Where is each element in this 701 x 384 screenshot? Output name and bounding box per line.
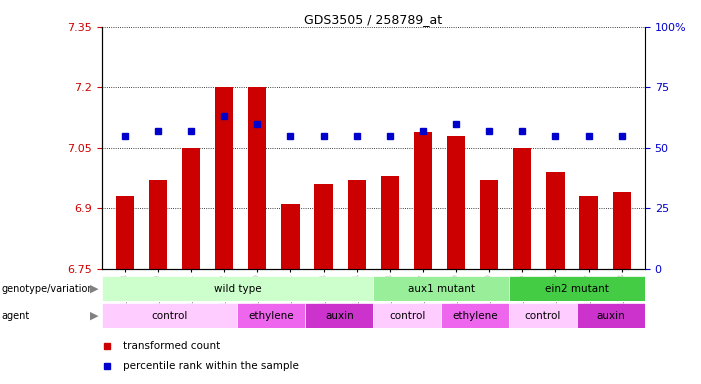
Bar: [102, 276, 374, 301]
Text: ethylene: ethylene: [452, 311, 498, 321]
Bar: [306, 303, 374, 328]
Bar: [374, 276, 509, 301]
Text: control: control: [525, 311, 562, 321]
Text: percentile rank within the sample: percentile rank within the sample: [123, 361, 299, 371]
Bar: [441, 303, 509, 328]
Bar: [613, 192, 631, 269]
Title: GDS3505 / 258789_at: GDS3505 / 258789_at: [304, 13, 442, 26]
Bar: [513, 148, 531, 269]
Text: auxin: auxin: [597, 311, 625, 321]
Text: control: control: [389, 311, 426, 321]
Bar: [577, 303, 645, 328]
Bar: [248, 88, 266, 269]
Bar: [116, 196, 134, 269]
Bar: [546, 172, 564, 269]
Text: ▶: ▶: [90, 311, 98, 321]
Text: ▶: ▶: [90, 284, 98, 294]
Bar: [281, 204, 299, 269]
Text: wild type: wild type: [214, 284, 261, 294]
Bar: [414, 132, 432, 269]
Bar: [348, 180, 366, 269]
Text: ein2 mutant: ein2 mutant: [545, 284, 609, 294]
Text: agent: agent: [1, 311, 29, 321]
Bar: [238, 303, 306, 328]
Bar: [381, 176, 399, 269]
Bar: [480, 180, 498, 269]
Bar: [509, 276, 645, 301]
Bar: [149, 180, 167, 269]
Bar: [374, 303, 441, 328]
Text: transformed count: transformed count: [123, 341, 221, 351]
Text: ethylene: ethylene: [249, 311, 294, 321]
Text: auxin: auxin: [325, 311, 354, 321]
Text: control: control: [151, 311, 188, 321]
Text: aux1 mutant: aux1 mutant: [408, 284, 475, 294]
Bar: [509, 303, 577, 328]
Bar: [102, 303, 238, 328]
Bar: [182, 148, 200, 269]
Text: genotype/variation: genotype/variation: [1, 284, 94, 294]
Bar: [315, 184, 333, 269]
Bar: [580, 196, 598, 269]
Bar: [447, 136, 465, 269]
Bar: [215, 88, 233, 269]
